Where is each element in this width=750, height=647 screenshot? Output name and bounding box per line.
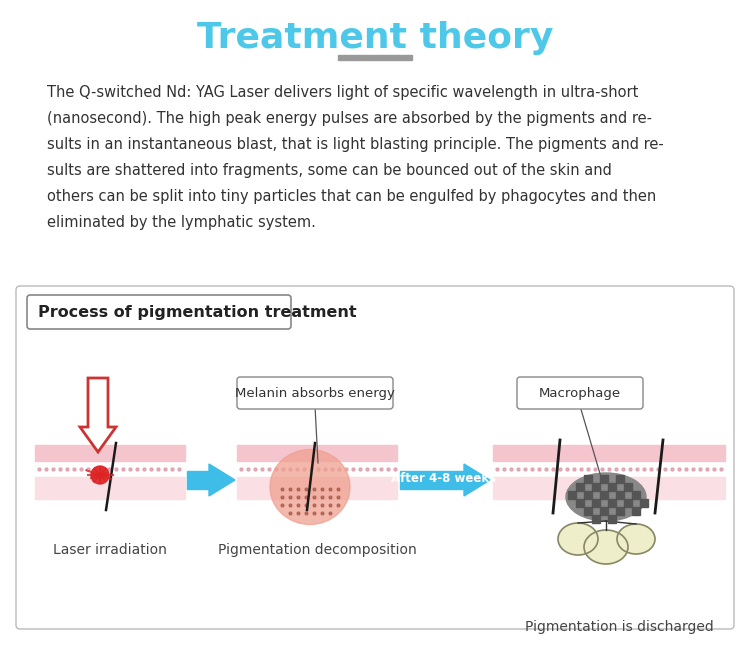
Bar — [600, 507, 608, 514]
Bar — [632, 491, 640, 498]
Bar — [493, 477, 725, 499]
Bar — [568, 491, 575, 498]
Text: (nanosecond). The high peak energy pulses are absorbed by the pigments and re-: (nanosecond). The high peak energy pulse… — [47, 111, 652, 126]
Bar — [187, 471, 209, 489]
Text: Pigmentation is discharged: Pigmentation is discharged — [525, 620, 713, 634]
Text: Treatment theory: Treatment theory — [196, 21, 554, 55]
Text: After 4-8 weeks: After 4-8 weeks — [392, 472, 496, 485]
Bar — [35, 445, 185, 461]
Text: eliminated by the lymphatic system.: eliminated by the lymphatic system. — [47, 215, 316, 230]
Text: others can be split into tiny particles that can be engulfed by phagocytes and t: others can be split into tiny particles … — [47, 189, 656, 204]
Bar — [632, 507, 640, 514]
Polygon shape — [464, 464, 490, 496]
Text: Melanin absorbs energy: Melanin absorbs energy — [235, 386, 395, 399]
Bar — [592, 499, 599, 507]
Bar — [584, 491, 592, 498]
Bar — [237, 477, 397, 499]
FancyBboxPatch shape — [27, 295, 291, 329]
Bar — [584, 475, 592, 483]
Bar — [640, 499, 647, 507]
Text: sults in an instantaneous blast, that is light blasting principle. The pigments : sults in an instantaneous blast, that is… — [47, 137, 664, 152]
Text: Pigmentation decomposition: Pigmentation decomposition — [217, 543, 416, 557]
Ellipse shape — [270, 450, 350, 525]
Text: Macrophage: Macrophage — [539, 386, 621, 399]
Bar — [338, 55, 412, 60]
Text: Process of pigmentation treatment: Process of pigmentation treatment — [38, 305, 357, 320]
Bar — [400, 471, 464, 489]
Text: sults are shattered into fragments, some can be bounced out of the skin and: sults are shattered into fragments, some… — [47, 163, 612, 178]
FancyBboxPatch shape — [16, 286, 734, 629]
Ellipse shape — [566, 473, 646, 521]
Bar — [592, 483, 599, 490]
Bar — [584, 507, 592, 514]
Ellipse shape — [584, 530, 628, 564]
Polygon shape — [80, 378, 116, 452]
Bar — [616, 475, 623, 483]
Bar — [616, 507, 623, 514]
Bar — [35, 477, 185, 499]
Bar — [237, 445, 397, 461]
FancyBboxPatch shape — [237, 377, 393, 409]
Bar — [608, 483, 616, 490]
FancyBboxPatch shape — [517, 377, 643, 409]
Bar — [576, 499, 584, 507]
Bar — [624, 499, 632, 507]
Bar — [608, 499, 616, 507]
Circle shape — [91, 466, 109, 484]
Bar — [576, 483, 584, 490]
Text: The Q-switched Nd: YAG Laser delivers light of specific wavelength in ultra-shor: The Q-switched Nd: YAG Laser delivers li… — [47, 85, 638, 100]
Ellipse shape — [558, 523, 598, 555]
Text: Laser irradiation: Laser irradiation — [53, 543, 167, 557]
Ellipse shape — [617, 524, 655, 554]
Bar — [592, 515, 599, 523]
Bar — [493, 445, 725, 461]
Bar — [600, 491, 608, 498]
Bar — [616, 491, 623, 498]
Polygon shape — [209, 464, 235, 496]
Bar — [608, 515, 616, 523]
Bar — [624, 483, 632, 490]
Bar — [600, 475, 608, 483]
